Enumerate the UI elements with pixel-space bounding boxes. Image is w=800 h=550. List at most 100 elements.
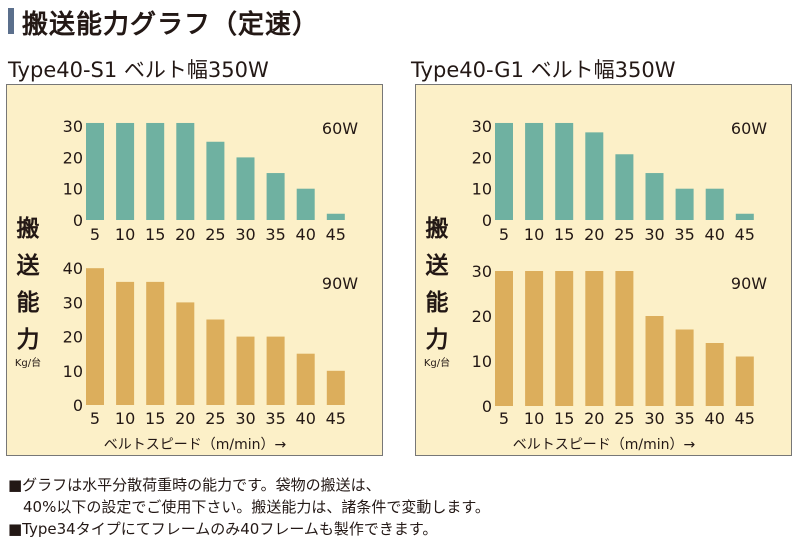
y-tick-label: 10 <box>472 180 492 199</box>
note-line-2: 40%以下の設定でご使用下さい。搬送能力は、諸条件で変動します。 <box>8 498 490 516</box>
bar-60w-25 <box>615 154 634 220</box>
y-tick-label: 30 <box>63 117 83 136</box>
ylabel-char: 送 <box>17 252 40 279</box>
x-tick-label: 35 <box>674 409 694 428</box>
y-tick-label: 0 <box>73 396 83 415</box>
bar-60w-10 <box>116 122 135 220</box>
series-label-60w: 60W <box>322 119 358 138</box>
y-tick-label: 10 <box>63 362 83 381</box>
x-tick-label: 30 <box>644 409 664 428</box>
x-tick-label: 5 <box>90 409 100 428</box>
x-tick-label: 15 <box>145 409 165 428</box>
chart-title-g1: Type40-G1 ベルト幅350W <box>411 58 676 82</box>
chart-panel-s1: 搬送能力 Kg/台 30 20 10 0 5 10 15 20 25 30 35 40 45 60W 40 30 2… <box>6 84 383 456</box>
x-tick-label: 35 <box>265 409 285 428</box>
y-tick-label: 0 <box>73 211 83 230</box>
bar-60w-20 <box>176 122 195 220</box>
bar-90w-30 <box>236 336 255 405</box>
x-axis-label: ベルトスピード（m/min）→ <box>104 437 287 453</box>
y-tick-label: 30 <box>472 117 492 136</box>
bar-90w-15 <box>146 281 165 405</box>
x-tick-label: 10 <box>115 225 135 244</box>
y-tick-label: 20 <box>472 307 492 326</box>
bar-60w-45 <box>735 213 754 220</box>
x-tick-label: 5 <box>499 225 509 244</box>
x-tick-label: 40 <box>705 225 725 244</box>
x-tick-label: 40 <box>705 409 725 428</box>
ylabel-char: 能 <box>17 289 40 316</box>
bar-60w-30 <box>645 173 664 220</box>
bar-90w-25 <box>206 319 225 405</box>
bar-60w-30 <box>236 157 255 220</box>
y-tick-label: 0 <box>482 397 492 416</box>
x-tick-label: 10 <box>115 409 135 428</box>
x-tick-label: 5 <box>499 409 509 428</box>
x-tick-label: 45 <box>326 409 346 428</box>
bar-90w-40 <box>296 353 315 405</box>
x-axis-label: ベルトスピード（m/min）→ <box>513 437 696 453</box>
y-tick-label: 20 <box>63 148 83 167</box>
x-tick-label: 30 <box>235 409 255 428</box>
bar-90w-30 <box>645 316 664 406</box>
bar-60w-15 <box>146 122 165 220</box>
y-tick-label: 10 <box>63 180 83 199</box>
y-tick-label: 20 <box>472 148 492 167</box>
x-tick-label: 25 <box>205 225 225 244</box>
x-tick-label: 5 <box>90 225 100 244</box>
note-line-3: ■Type34タイプにてフレームのみ40フレームも製作できます。 <box>8 520 438 538</box>
ylabel-unit: Kg/台 <box>424 356 450 369</box>
ylabel-unit: Kg/台 <box>15 356 41 369</box>
x-tick-label: 25 <box>614 409 634 428</box>
ylabel-char: 搬 <box>426 215 449 242</box>
bar-60w-45 <box>326 213 345 220</box>
ylabel-char: 力 <box>17 327 40 353</box>
x-tick-label: 30 <box>644 225 664 244</box>
x-tick-label: 20 <box>175 225 195 244</box>
y-tick-label: 20 <box>63 328 83 347</box>
ylabel-char: 力 <box>426 327 449 353</box>
x-tick-label: 20 <box>584 409 604 428</box>
bar-60w-5 <box>86 122 104 220</box>
series-label-90w: 90W <box>322 274 358 293</box>
bar-90w-35 <box>266 336 285 405</box>
bar-60w-5 <box>495 122 513 220</box>
bar-90w-15 <box>555 271 574 406</box>
x-tick-label: 25 <box>614 225 634 244</box>
x-tick-label: 25 <box>205 409 225 428</box>
bar-60w-15 <box>555 122 574 220</box>
page-title: 搬送能力グラフ（定速） <box>22 10 320 40</box>
x-tick-label: 45 <box>735 409 755 428</box>
bar-60w-35 <box>266 173 285 220</box>
bar-60w-35 <box>675 188 694 220</box>
bar-90w-5 <box>86 268 104 405</box>
bar-60w-40 <box>705 188 724 220</box>
bar-90w-5 <box>495 271 513 406</box>
bar-90w-20 <box>585 271 604 406</box>
note-line-1: ■グラフは水平分散荷重時の能力です。袋物の搬送は、 <box>8 476 381 494</box>
bar-60w-20 <box>585 132 604 220</box>
bar-90w-45 <box>326 370 345 405</box>
x-tick-label: 10 <box>524 225 544 244</box>
bar-60w-10 <box>525 122 544 220</box>
x-tick-label: 30 <box>235 225 255 244</box>
bar-60w-40 <box>296 188 315 220</box>
x-tick-label: 15 <box>554 225 574 244</box>
x-tick-label: 35 <box>674 225 694 244</box>
x-tick-label: 20 <box>175 409 195 428</box>
y-tick-label: 10 <box>472 352 492 371</box>
bar-60w-25 <box>206 141 225 220</box>
y-tick-label: 30 <box>63 293 83 312</box>
series-label-60w: 60W <box>731 119 767 138</box>
bar-90w-20 <box>176 302 195 405</box>
bar-90w-10 <box>525 271 544 406</box>
bar-90w-45 <box>735 356 754 406</box>
title-accent-bar <box>8 8 14 34</box>
series-label-90w: 90W <box>731 274 767 293</box>
ylabel-char: 能 <box>426 289 449 316</box>
chart-panel-g1: 搬送能力 Kg/台 30 20 10 0 5 10 15 20 25 30 35 40 45 60W 30 20 1… <box>415 84 792 456</box>
y-tick-label: 40 <box>63 259 83 278</box>
x-tick-label: 40 <box>296 409 316 428</box>
x-tick-label: 45 <box>326 225 346 244</box>
bar-90w-10 <box>116 281 135 405</box>
